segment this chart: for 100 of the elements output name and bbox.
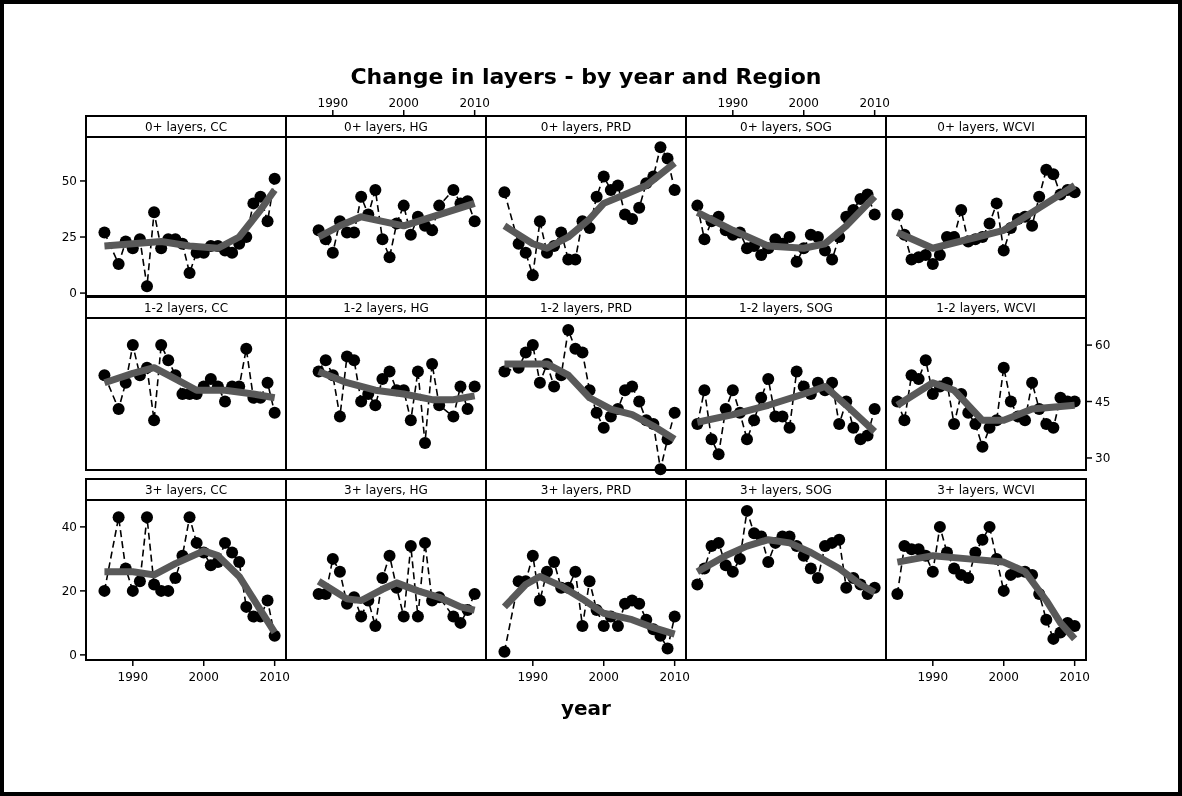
point [912,372,925,385]
chart-title: 3+ layers, CC [144,483,228,497]
x-tick-label: 1990 [917,670,949,684]
point [468,588,481,601]
point [404,228,417,241]
point [712,448,725,461]
point [698,233,711,246]
point [847,421,860,434]
point [461,403,474,416]
point [140,511,153,524]
chart-title: 0+ layers, SOG [740,120,832,134]
point [562,324,575,337]
x-tick-label: 2010 [259,670,290,684]
point [526,339,539,352]
chart-title: 3+ layers, HG [344,483,428,497]
point [533,215,546,228]
point [126,339,139,352]
point [1019,414,1032,427]
chart-title: 1-2 layers, PRD [539,301,633,315]
point [454,380,467,393]
point [397,610,410,623]
point [962,572,975,585]
y-tick-label: 60 [1095,338,1111,353]
x-tick-label: 2010 [1059,670,1090,684]
point [162,354,175,367]
point [433,199,446,212]
point [383,549,396,562]
chart-title: 1-2 layers, SOG [739,301,833,315]
point [204,372,217,385]
point [240,600,253,613]
point [261,594,274,607]
point [668,610,681,623]
point [1004,395,1017,408]
point [155,339,168,352]
point [726,384,739,397]
point [498,365,511,378]
point [183,511,196,524]
point [755,391,768,404]
point [1033,190,1046,203]
point [98,226,111,239]
point [1040,613,1053,626]
chart-title: 3+ layers, PRD [540,483,632,497]
y-tick-label: 20 [61,583,77,598]
chart-title: 0+ layers, WCVI [937,120,1035,134]
text: Change in layers - by year and Region [350,64,822,89]
point [762,372,775,385]
point [383,365,396,378]
point [926,257,939,270]
point [668,183,681,196]
point [397,199,410,212]
point [1026,376,1039,389]
point [383,251,396,264]
point [691,578,704,591]
point [411,365,424,378]
point [569,565,582,578]
point [419,536,432,549]
point [411,610,424,623]
chart-title: 0+ layers, HG [344,120,428,134]
point [112,257,125,270]
point [955,204,968,217]
point [983,217,996,230]
x-tick-label: 1990 [517,670,549,684]
point [268,172,281,185]
point [948,418,961,431]
point [376,233,389,246]
point [333,410,346,423]
point [748,414,761,427]
point [468,380,481,393]
point [740,433,753,446]
point [976,440,989,453]
point [190,536,203,549]
point [369,183,382,196]
point [997,584,1010,597]
point [698,384,711,397]
y-tick-label: 40 [61,519,77,534]
y-tick-label: 25 [61,230,77,245]
point [140,280,153,293]
point [326,246,339,259]
point [969,418,982,431]
point [519,346,532,359]
x2-tick-label: 2000 [788,96,819,110]
point [611,179,624,192]
point [1026,219,1039,232]
point [990,197,1003,210]
point [668,406,681,419]
point [926,565,939,578]
point [1047,421,1060,434]
point [783,421,796,434]
chart-title: 3+ layers, SOG [740,483,832,497]
chart-title: 0+ layers, PRD [540,120,632,134]
point [898,414,911,427]
point [804,562,817,575]
y-tick-label: 0 [69,286,77,301]
point [447,183,460,196]
point [355,610,368,623]
point [933,248,946,261]
point [376,372,389,385]
point [326,552,339,565]
x-tick-label: 2000 [988,670,1019,684]
chart-title: 1-2 layers, WCVI [936,301,1036,315]
